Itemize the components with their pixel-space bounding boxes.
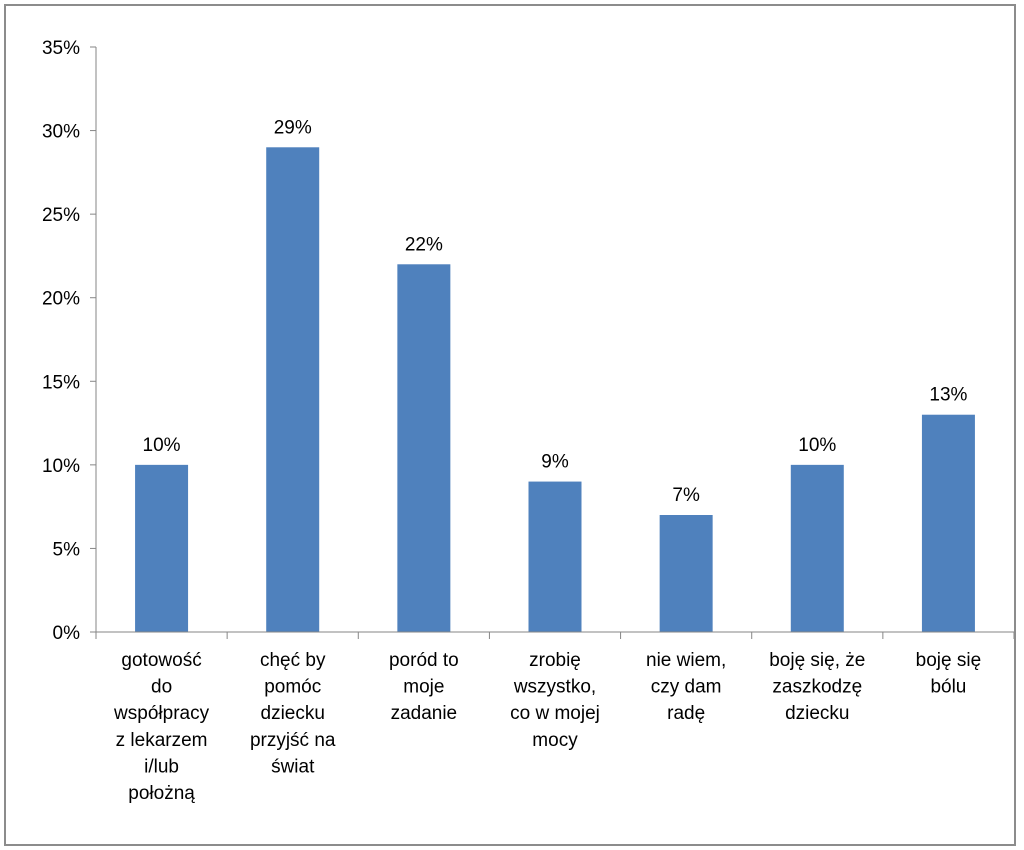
category-label-line: chęć by (260, 650, 326, 671)
bar (790, 464, 844, 632)
bar (921, 414, 975, 632)
category-label-line: radę (667, 703, 705, 724)
category-label-line: przyjść na (250, 730, 336, 751)
bar (397, 264, 451, 632)
bar (135, 464, 189, 632)
category-label-line: dziecku (785, 703, 849, 724)
category-label-line: co w mojej (510, 703, 600, 724)
category-label-line: bólu (930, 677, 966, 698)
data-label: 9% (541, 452, 569, 473)
bar-chart: 0%5%10%15%20%25%30%35% 10%29%22%9%7%10%1… (42, 38, 1015, 804)
category-label-line: poród to (389, 650, 459, 671)
category-label-line: boję się, że (769, 650, 865, 671)
category-label: boję się, że zaszkodzę dziecku (769, 650, 865, 724)
category-label-line: czy dam (651, 677, 722, 698)
category-label: poród to moje zadanie (389, 650, 459, 724)
category-label-line: moje (403, 677, 444, 698)
category-label-line: dziecku (261, 703, 325, 724)
category-label-line: nie wiem, (646, 650, 726, 671)
category-label-line: i/lub (144, 756, 179, 777)
category-label-line: gotowość (121, 650, 201, 671)
data-label: 10% (798, 435, 836, 456)
y-tick-label: 20% (42, 289, 80, 310)
category-label: zrobię wszystko, co w mojej mocy (510, 650, 600, 751)
category-label-line: wszystko, (513, 677, 596, 698)
category-labels-group: gotowość do współpracy z lekarzem i/lub położ… (113, 650, 981, 804)
category-label: gotowość do współpracy z lekarzem i/lub położ… (113, 650, 210, 804)
category-label-line: położną (128, 783, 195, 804)
data-label: 22% (405, 234, 443, 255)
y-tick-label: 35% (42, 38, 80, 59)
y-tick-label: 15% (42, 372, 80, 393)
category-label-line: pomóc (264, 677, 321, 698)
chart-frame: 0% 5% 10% 15% 20% 25% 30% 35% 10% 29% 22% 9% 7% 10% 1… (4, 4, 1016, 846)
bars-group (135, 147, 975, 633)
category-label-line: zrobię (529, 650, 581, 671)
category-label-line: świat (271, 756, 315, 777)
y-tick-label: 10% (42, 456, 80, 477)
y-tick-label: 5% (53, 539, 81, 560)
data-labels-group: 10% 29% 22% 9% 7% 10% 13% (143, 117, 968, 506)
data-label: 29% (274, 117, 312, 138)
y-tick-label: 0% (53, 623, 81, 644)
bar (659, 515, 713, 632)
category-label: nie wiem, czy dam radę (646, 650, 726, 724)
data-label: 10% (143, 435, 181, 456)
category-label-line: zaszkodzę (772, 677, 862, 698)
y-axis-ticks: 0% 5% 10% 15% 20% 25% 30% 35% (42, 38, 96, 644)
category-label-line: z lekarzem (116, 730, 208, 751)
category-label-line: zadanie (391, 703, 458, 724)
category-label-line: do (151, 677, 172, 698)
bar (266, 147, 320, 633)
axes-group (95, 47, 1015, 639)
category-label-line: współpracy (113, 703, 210, 724)
data-label: 13% (929, 385, 967, 406)
category-label-line: mocy (532, 730, 578, 751)
category-label: chęć by pomóc dziecku przyjść na świat (250, 650, 336, 777)
y-tick-label: 30% (42, 122, 80, 143)
y-tick-label: 25% (42, 205, 80, 226)
bar (528, 481, 582, 632)
category-label-line: boję się (916, 650, 982, 671)
data-label: 7% (672, 485, 700, 506)
category-label: boję się bólu (916, 650, 982, 698)
